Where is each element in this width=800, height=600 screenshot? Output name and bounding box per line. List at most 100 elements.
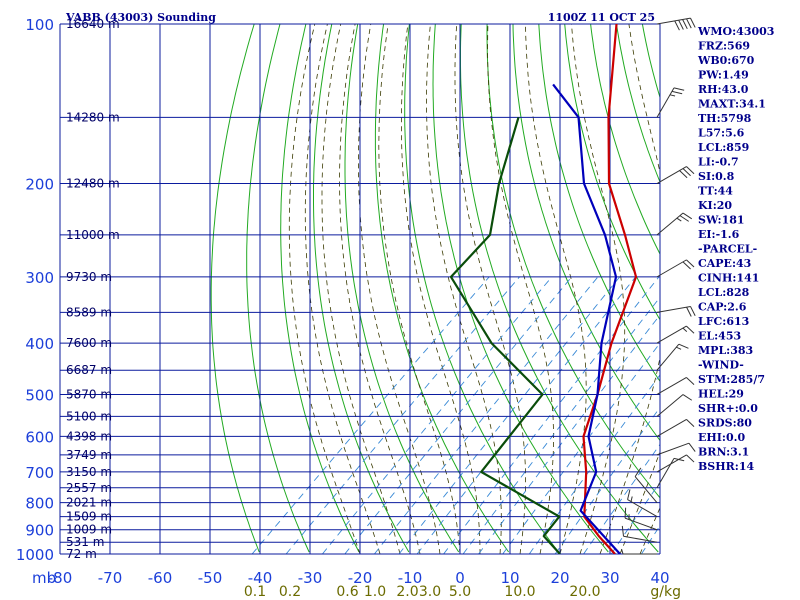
- parcel-trace: [552, 83, 621, 554]
- wind-barb-staff: [656, 212, 684, 236]
- wind-barb-flag: [624, 507, 627, 519]
- wind-barb-staff: [624, 517, 658, 531]
- wind-barb-flag: [621, 525, 625, 537]
- wind-barb-flag: [686, 259, 695, 268]
- wind-barb-flag: [634, 467, 642, 477]
- index-line: EI:-1.6: [698, 228, 740, 241]
- index-line: KI:20: [698, 199, 732, 212]
- pressure-tick-label: 100: [25, 16, 54, 34]
- wind-barb-flag: [686, 419, 695, 427]
- index-line: WB0:670: [697, 54, 755, 67]
- pressure-tick-label: 400: [25, 335, 54, 353]
- wind-barb-flag: [682, 261, 691, 270]
- pressure-tick-label: 500: [25, 386, 54, 404]
- pressure-tick-label: 700: [25, 464, 54, 482]
- index-line: SI:0.8: [698, 170, 735, 183]
- wind-barb-staff: [656, 325, 687, 344]
- wind-barb-staff: [627, 499, 658, 518]
- index-line: HEL:29: [698, 388, 744, 401]
- mixing-ratio-line: [344, 276, 573, 554]
- pressure-tick-label: 1000: [16, 546, 54, 564]
- height-label: 3749 m: [66, 448, 112, 462]
- wind-barb-staff: [656, 394, 684, 417]
- wind-barb-flag: [673, 87, 685, 91]
- index-line: LFC:613: [698, 315, 749, 328]
- wind-barb-staff: [656, 166, 687, 184]
- temperature-tick-label: 10: [500, 569, 519, 587]
- height-label: 8589 m: [66, 305, 112, 319]
- pressure-tick-label: 200: [25, 176, 54, 194]
- temperature-tick-label: -60: [148, 569, 173, 587]
- wind-barb-staff: [634, 476, 658, 503]
- wind-barb-flag: [682, 168, 691, 177]
- mixing-ratio-line: [251, 276, 490, 554]
- index-line: TT:44: [698, 185, 733, 198]
- temperature-tick-label: -40: [248, 569, 273, 587]
- dry-adiabat-line: [404, 24, 559, 553]
- wind-barb-flag: [688, 442, 696, 452]
- index-line: LCL:828: [698, 286, 750, 299]
- temperature-tick-label: -30: [298, 569, 323, 587]
- wind-barb-flag: [686, 306, 692, 317]
- pressure-tick-label: 900: [25, 522, 54, 540]
- temperature-tick-label: 20: [550, 569, 569, 587]
- wind-barb-half-flag: [621, 548, 624, 555]
- index-line: RH:43.0: [698, 83, 749, 96]
- wind-barb-flag: [679, 170, 688, 179]
- index-line: PW:1.49: [698, 69, 749, 82]
- pressure-axis-labels: 100 200 300 400 500 600 700 800 900 1000: [16, 16, 54, 564]
- dry-adiabat-line: [210, 24, 260, 553]
- pressure-tick-label: 800: [25, 495, 54, 513]
- sounding-time: 1100Z 11 OCT 25: [548, 11, 655, 24]
- mixing-ratio-tick-label: 2.0: [396, 584, 418, 600]
- index-line: SW:181: [698, 214, 745, 227]
- height-label: 72 m: [66, 547, 97, 561]
- height-label: 12480 m: [66, 177, 120, 191]
- mixing-ratio-tick-label: 10.0: [504, 584, 535, 600]
- wind-barb-flag: [682, 19, 688, 30]
- index-line: STM:285/7: [698, 373, 765, 386]
- index-line: -PARCEL-: [698, 243, 757, 256]
- height-label: 5870 m: [66, 387, 112, 401]
- index-line: SHR+:0.0: [698, 402, 758, 415]
- height-label: 16640 m: [66, 17, 120, 31]
- wind-barb-staff: [623, 535, 658, 543]
- dry-adiabat-line: [280, 24, 360, 553]
- wind-barb-staff: [656, 343, 680, 371]
- mixing-ratio-tick-label: 0.6: [336, 584, 358, 600]
- dry-adiabat-line: [486, 24, 660, 499]
- dry-adiabat-line: [512, 24, 660, 442]
- index-line: SRDS:80: [698, 417, 752, 430]
- height-label: 1009 m: [66, 523, 112, 537]
- mixing-ratio-tick-label: 1.0: [364, 584, 386, 600]
- dry-adiabat-line: [616, 24, 660, 184]
- pressure-tick-label: 600: [25, 428, 54, 446]
- wind-barb-flag: [690, 306, 696, 317]
- height-label: 5100 m: [66, 409, 112, 423]
- height-label: 7600 m: [66, 336, 112, 350]
- wind-barbs: [621, 17, 696, 555]
- sounding-traces: [449, 24, 638, 554]
- wind-barb-flag: [674, 20, 680, 31]
- wind-barb-flag: [686, 18, 692, 29]
- index-line: CAPE:43: [698, 257, 751, 270]
- wind-barb-flag: [686, 166, 695, 175]
- temperature-tick-label: 40: [650, 569, 669, 587]
- pressure-unit-label: mb: [32, 569, 56, 587]
- wind-barb-half-flag: [682, 327, 688, 333]
- dry-adiabat-line: [590, 24, 660, 256]
- temperature-tick-label: -80: [48, 569, 73, 587]
- mixing-ratio-line: [322, 276, 553, 554]
- dewpoint-trace: [449, 116, 561, 554]
- wind-barb-flag: [686, 454, 695, 463]
- index-line: WMO:43003: [697, 25, 774, 38]
- wind-barb-flag: [682, 394, 693, 401]
- index-line: LCL:859: [698, 141, 749, 154]
- height-label: 531 m: [66, 535, 104, 549]
- temperature-tick-label: -50: [198, 569, 223, 587]
- index-line: FRZ:569: [698, 40, 750, 53]
- height-label: 6687 m: [66, 363, 112, 377]
